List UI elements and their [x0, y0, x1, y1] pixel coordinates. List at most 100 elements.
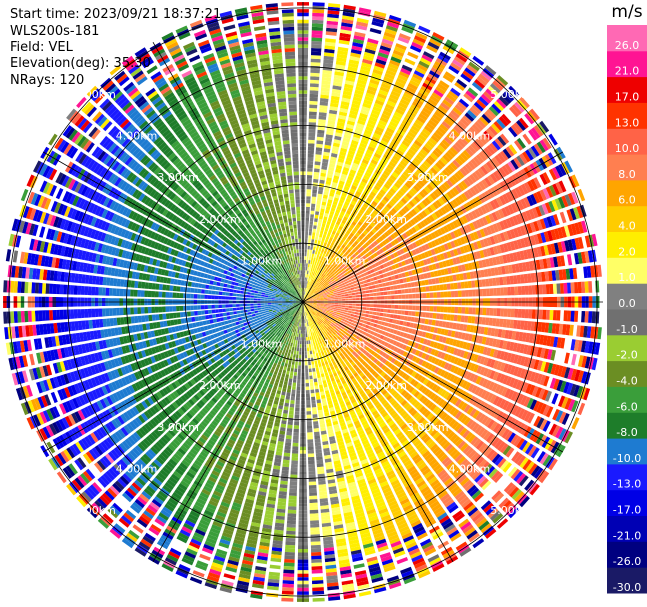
range-gate: [340, 25, 353, 31]
range-gate: [364, 317, 369, 321]
range-gate: [320, 204, 326, 210]
range-gate: [310, 62, 321, 67]
range-gate: [549, 310, 554, 321]
range-gate: [316, 143, 323, 148]
range-gate: [410, 282, 415, 288]
range-gate: [345, 298, 349, 301]
range-gate: [304, 319, 306, 324]
range-gate: [326, 27, 338, 33]
range-gate: [403, 283, 408, 288]
range-gate: [304, 351, 307, 355]
range-gate: [307, 160, 314, 165]
range-gate: [393, 314, 398, 319]
range-gate: [364, 314, 369, 318]
range-gate: [352, 295, 356, 298]
range-gate: [398, 294, 402, 299]
range-gate: [309, 267, 311, 272]
range-gate: [310, 55, 321, 60]
range-gate: [305, 270, 307, 274]
range-gate: [524, 309, 529, 319]
range-gate: [306, 344, 309, 348]
range-gate: [311, 239, 315, 243]
range-gate: [306, 256, 309, 260]
range-gate: [305, 379, 309, 384]
range-gate: [369, 304, 374, 308]
range-gate: [429, 285, 434, 292]
range-gate: [313, 175, 319, 180]
range-gate: [320, 302, 325, 304]
range-gate: [342, 15, 354, 21]
range-gate: [318, 115, 327, 120]
range-gate: [350, 287, 355, 291]
range-gate: [305, 383, 310, 387]
range-gate: [303, 323, 305, 327]
range-gate: [308, 129, 316, 133]
range-gate: [331, 299, 335, 302]
range-gate: [339, 36, 351, 42]
range-gate: [306, 393, 310, 398]
range-gate: [322, 194, 328, 199]
range-gate: [322, 155, 330, 160]
range-gate: [345, 283, 350, 287]
range-gate: [308, 365, 312, 369]
range-gate: [308, 132, 316, 137]
range-gate: [309, 350, 313, 355]
range-gate: [341, 22, 353, 28]
range-gate: [362, 310, 366, 314]
range-gate: [317, 133, 325, 138]
range-gate: [348, 303, 353, 306]
range-gate: [394, 309, 398, 314]
range-gate: [320, 98, 329, 103]
range-gate: [304, 284, 307, 289]
range-gate: [317, 402, 322, 407]
range-gate: [380, 304, 385, 308]
range-gate: [307, 267, 310, 271]
range-gate: [517, 286, 522, 295]
range-gate: [316, 399, 321, 404]
range-gate: [306, 185, 312, 190]
range-gate: [329, 159, 336, 165]
range-gate: [531, 285, 536, 295]
range-gate: [369, 27, 382, 35]
range-gate: [418, 311, 423, 317]
range-gate: [398, 305, 402, 310]
range-gate: [472, 289, 476, 297]
range-gate: [378, 316, 383, 321]
range-gate: [313, 375, 317, 379]
range-gate: [318, 255, 322, 260]
range-gate: [318, 236, 322, 241]
range-gate: [436, 292, 441, 298]
range-gate: [317, 251, 321, 256]
range-gate: [366, 297, 370, 300]
range-gate: [315, 445, 322, 450]
range-gate: [330, 152, 338, 158]
range-gate: [308, 329, 311, 334]
range-gate: [308, 340, 311, 344]
range-gate: [303, 295, 305, 299]
range-gate: [359, 303, 363, 307]
range-gate: [319, 233, 323, 238]
range-gate: [331, 88, 341, 94]
range-gate: [305, 217, 310, 221]
range-gate: [348, 298, 353, 301]
range-gate: [464, 290, 469, 297]
range-gate: [379, 287, 384, 292]
range-gate: [326, 177, 332, 182]
range-gate: [303, 326, 305, 331]
range-gate: [313, 171, 320, 176]
range-gate: [320, 169, 327, 174]
range-gate: [408, 288, 412, 293]
range-gate: [559, 211, 567, 224]
range-gate: [368, 314, 373, 319]
range-gate: [324, 45, 336, 50]
range-gate: [379, 312, 384, 317]
range-gate: [443, 306, 448, 313]
range-gate: [312, 12, 324, 17]
range-gate: [304, 291, 306, 296]
range-gate: [304, 284, 306, 288]
range-gate: [317, 193, 323, 198]
range-gate: [336, 53, 348, 59]
range-gate: [376, 304, 381, 308]
range-gate: [317, 302, 321, 304]
